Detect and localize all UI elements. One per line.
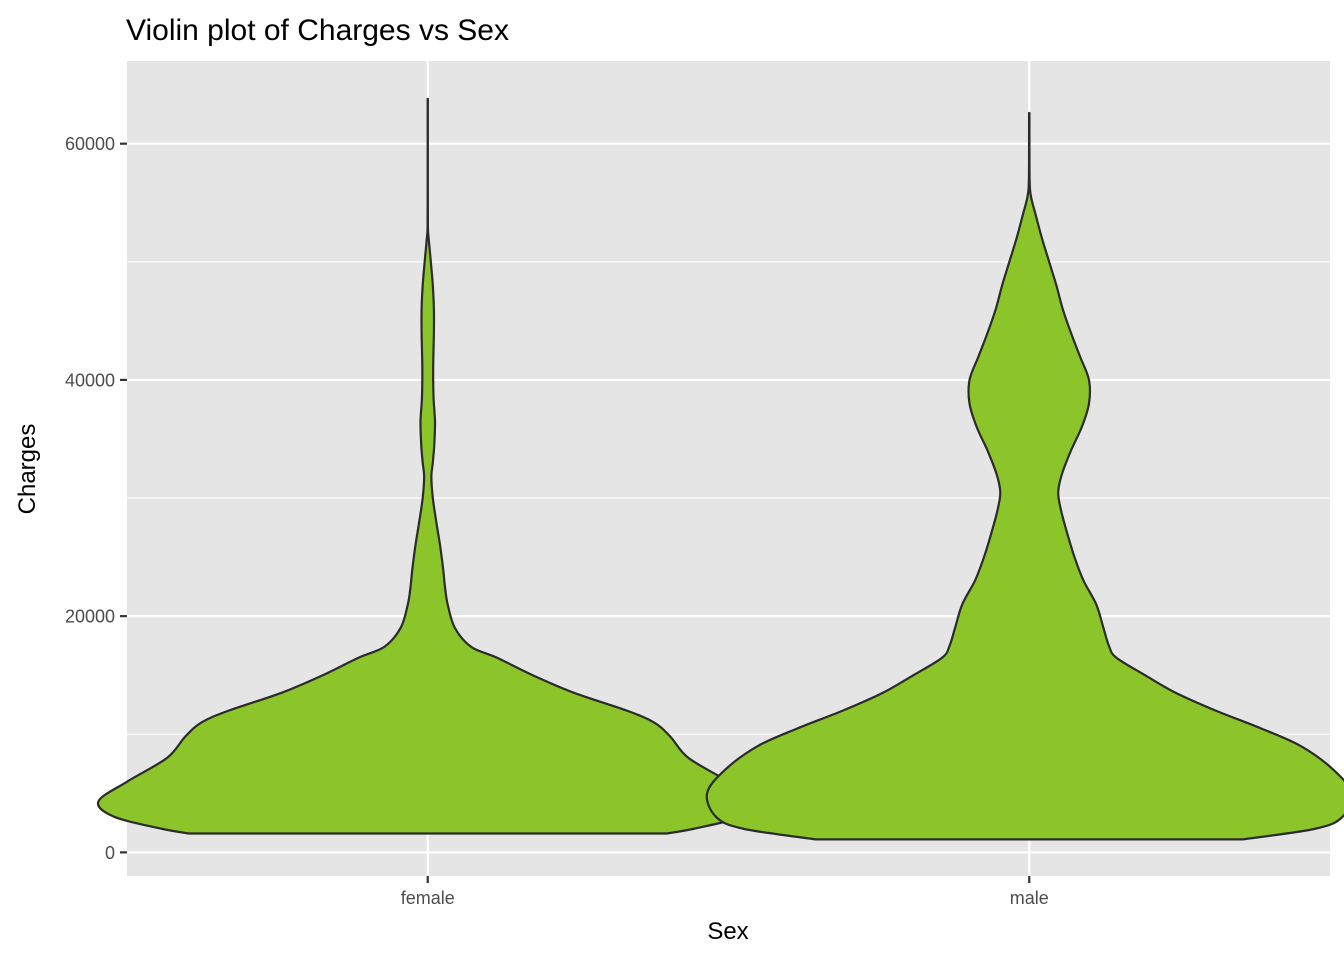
x-tick-label-male: male <box>1010 888 1049 908</box>
y-axis-title: Charges <box>14 424 41 515</box>
chart-title: Violin plot of Charges vs Sex <box>126 14 509 47</box>
x-axis-title: Sex <box>707 918 748 945</box>
y-tick-label: 20000 <box>65 607 115 627</box>
violin-female <box>96 97 759 835</box>
x-axis: female male <box>401 876 1049 908</box>
y-axis: 0 20000 40000 60000 <box>65 134 127 863</box>
violin-male <box>705 111 1344 841</box>
y-tick-label: 40000 <box>65 370 115 390</box>
x-tick-label-female: female <box>401 888 455 908</box>
y-tick-label: 0 <box>105 843 115 863</box>
violins <box>96 97 1344 841</box>
y-tick-label: 60000 <box>65 134 115 154</box>
